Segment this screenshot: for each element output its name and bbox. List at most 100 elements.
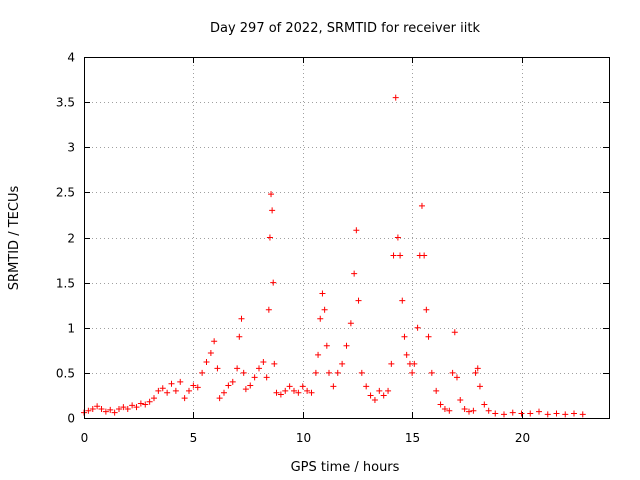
data-point	[291, 387, 297, 394]
data-point	[401, 333, 408, 340]
data-point	[501, 411, 507, 418]
data-point	[315, 351, 322, 358]
data-point	[414, 324, 421, 331]
data-point	[181, 395, 188, 402]
data-point	[142, 401, 149, 408]
data-point	[155, 387, 162, 394]
x-tick-label: 5	[190, 431, 198, 445]
x-tick-label: 0	[81, 431, 89, 445]
data-point	[470, 407, 477, 414]
data-point	[186, 387, 192, 394]
data-point	[94, 403, 101, 410]
data-point	[177, 378, 184, 385]
data-point	[492, 410, 499, 417]
plot-frame	[84, 57, 610, 419]
data-point	[421, 252, 428, 259]
data-point	[164, 389, 171, 396]
data-point	[271, 360, 278, 367]
data-point	[428, 369, 435, 376]
data-point	[172, 387, 179, 394]
data-point	[390, 252, 397, 259]
x-axis-label: GPS time / hours	[291, 460, 400, 475]
y-tick-label: 3.5	[56, 96, 75, 110]
data-point	[441, 405, 448, 412]
data-point	[266, 234, 273, 241]
data-point	[339, 360, 346, 367]
data-point	[277, 391, 284, 398]
data-point	[312, 369, 319, 376]
data-point	[256, 365, 262, 372]
y-axis-label: SRMTID / TECUs	[7, 186, 22, 291]
data-point	[263, 374, 270, 381]
data-point	[199, 369, 206, 376]
data-point	[355, 297, 362, 304]
y-tick-label: 4	[67, 51, 75, 65]
data-point	[260, 359, 267, 366]
data-point	[376, 387, 383, 394]
data-point	[518, 410, 525, 417]
data-point	[388, 360, 395, 367]
data-point	[308, 389, 315, 396]
data-point	[330, 383, 337, 390]
data-point	[194, 384, 201, 391]
data-point	[394, 234, 401, 241]
data-point	[211, 338, 218, 345]
grid-lines	[84, 57, 609, 418]
data-point	[89, 405, 96, 412]
data-point	[411, 360, 418, 367]
data-point	[85, 407, 92, 414]
data-point	[304, 387, 311, 394]
data-point	[323, 342, 330, 349]
data-point	[437, 401, 444, 408]
data-point	[299, 383, 306, 390]
data-point	[343, 342, 350, 349]
data-point	[418, 202, 425, 209]
data-point	[363, 383, 370, 390]
data-point	[238, 315, 245, 322]
data-point	[446, 407, 453, 414]
data-point	[214, 365, 221, 372]
x-axis-ticks: 0 5 10 15 20	[81, 57, 530, 445]
y-tick-label: 2	[67, 232, 75, 246]
data-point	[423, 306, 430, 313]
data-point	[451, 329, 458, 336]
data-point	[472, 369, 479, 376]
x-tick-label: 20	[515, 431, 530, 445]
data-point	[474, 365, 481, 372]
data-point	[221, 389, 227, 396]
data-point	[485, 407, 492, 414]
data-point	[461, 405, 468, 412]
data-point	[269, 207, 276, 214]
data-point	[168, 380, 175, 387]
data-point	[102, 408, 109, 415]
data-point	[151, 395, 157, 402]
y-tick-label: 1.5	[56, 277, 75, 291]
y-tick-label: 3	[67, 141, 75, 155]
data-point	[553, 410, 560, 417]
data-point	[425, 333, 432, 340]
data-point	[326, 369, 332, 376]
x-tick-label: 10	[296, 431, 311, 445]
data-point	[133, 404, 140, 411]
y-tick-label: 0.5	[56, 367, 75, 381]
data-point	[107, 406, 114, 413]
data-point	[286, 383, 293, 390]
data-point	[544, 411, 551, 418]
data-point	[367, 392, 374, 399]
data-point	[207, 350, 214, 357]
data-point	[392, 94, 399, 101]
data-point	[536, 408, 542, 415]
y-tick-label: 0	[67, 412, 75, 426]
data-point	[116, 405, 122, 412]
data-point	[358, 369, 365, 376]
data-point	[319, 290, 326, 297]
data-point	[380, 392, 387, 399]
data-point	[453, 374, 460, 381]
data-point	[159, 385, 166, 392]
data-point	[317, 315, 324, 322]
data-point	[371, 396, 378, 403]
data-point	[240, 369, 247, 376]
data-series-srmtid	[81, 94, 586, 418]
data-point	[137, 400, 144, 407]
data-point	[321, 306, 328, 313]
